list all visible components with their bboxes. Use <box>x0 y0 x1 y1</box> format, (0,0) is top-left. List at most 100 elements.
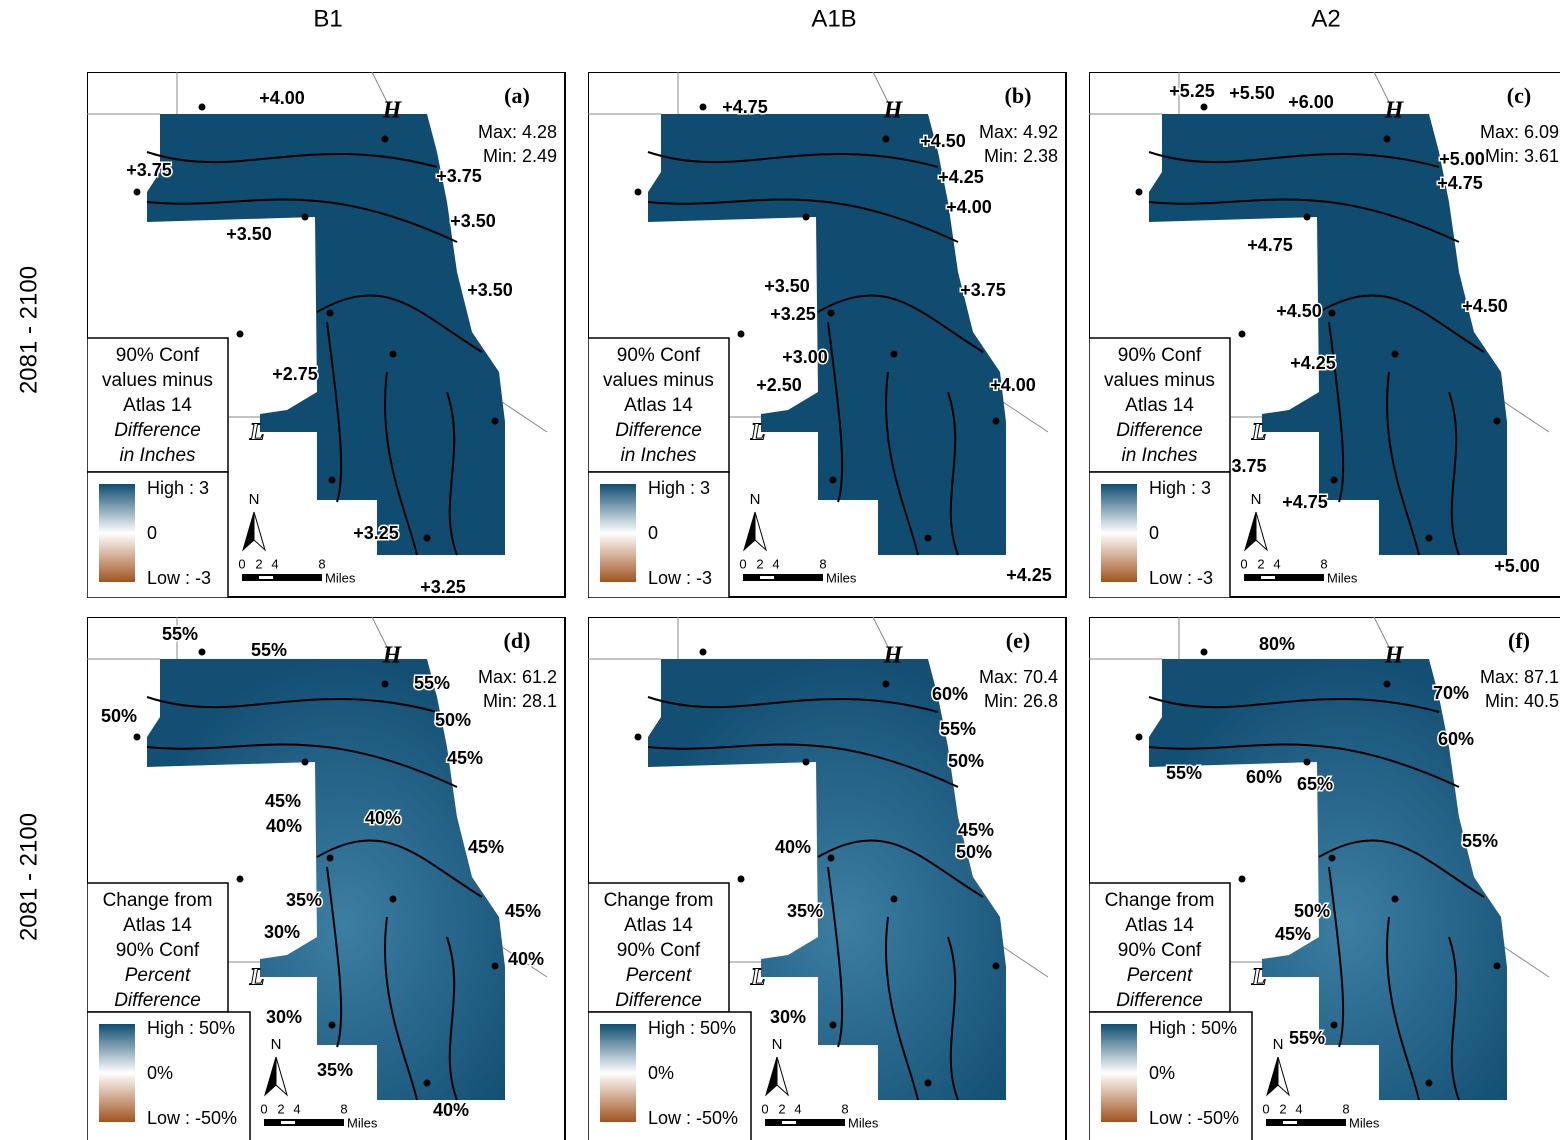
contour-label: 55% <box>162 624 198 644</box>
scale-bar-gap <box>760 576 774 579</box>
scale-tick: 8 <box>841 1101 848 1116</box>
ramp-label: 0% <box>1149 1063 1175 1083</box>
station <box>237 876 244 883</box>
ramp-label: High : 50% <box>1149 1018 1237 1038</box>
station <box>883 136 890 143</box>
north-label: N <box>750 491 761 508</box>
contour-label: 60% <box>1246 767 1282 787</box>
contour-label: 30% <box>264 922 300 942</box>
ramp-label: Low : -50% <box>648 1108 738 1128</box>
panel-id: (c) <box>1507 83 1531 108</box>
station <box>1494 418 1501 425</box>
station <box>237 331 244 338</box>
contour-label: 45% <box>958 820 994 840</box>
panel-wrap: (c)Max: 6.09Min: 3.61HL+5.25+5.50+6.00+5… <box>1089 72 1560 598</box>
contour-label: +4.25 <box>938 167 984 187</box>
station <box>1239 876 1246 883</box>
contour-label: 60% <box>932 684 968 704</box>
legend-title: Atlas 14 <box>624 395 693 416</box>
scale-tick: 0 <box>260 1101 267 1116</box>
contour-label: 40% <box>775 837 811 857</box>
north-label: N <box>271 1036 282 1053</box>
scale-tick: 4 <box>772 556 779 571</box>
contour-label: 50% <box>956 842 992 862</box>
contour-label: +3.75 <box>126 160 172 180</box>
column-header: A2 <box>1311 5 1340 32</box>
station <box>700 104 707 111</box>
contour-label: 50% <box>948 751 984 771</box>
legend-title: Atlas 14 <box>1125 915 1194 936</box>
station <box>424 1080 431 1087</box>
scale-bar <box>1244 574 1324 581</box>
contour-label: 45% <box>505 901 541 921</box>
legend-title: Change from <box>604 890 714 911</box>
station <box>1136 734 1143 741</box>
max-value: Max: 4.92 <box>979 122 1058 142</box>
contour-label: +4.75 <box>1282 492 1328 512</box>
legend-title: values minus <box>1104 370 1215 391</box>
panel-wrap: (b)Max: 4.92Min: 2.38HL+4.75+4.50+4.25+4… <box>588 72 1066 598</box>
min-value: Min: 2.49 <box>483 146 557 166</box>
contour-label: +4.00 <box>259 88 305 108</box>
north-label: N <box>772 1036 783 1053</box>
min-value: Min: 28.1 <box>483 691 557 711</box>
ramp-label: Low : -50% <box>147 1108 237 1128</box>
contour-label: 45% <box>265 791 301 811</box>
station <box>828 855 835 862</box>
scale-tick: 2 <box>277 1101 284 1116</box>
scale-tick: 0 <box>1262 1101 1269 1116</box>
scale-tick: 2 <box>255 556 262 571</box>
scale-tick: 2 <box>1257 556 1264 571</box>
low-marker: L <box>1251 420 1267 446</box>
station <box>329 477 336 484</box>
station <box>891 351 898 358</box>
station <box>1384 136 1391 143</box>
station <box>635 734 642 741</box>
scale-unit: Miles <box>1349 1115 1380 1130</box>
contour-label: 40% <box>365 808 401 828</box>
legend-title: in Inches <box>119 445 196 466</box>
row-label: 2081 - 2100 <box>15 266 42 394</box>
max-value: Max: 70.4 <box>979 667 1058 687</box>
contour-label: +4.75 <box>722 97 768 117</box>
min-value: Min: 2.38 <box>984 146 1058 166</box>
ramp-label: High : 50% <box>147 1018 235 1038</box>
legend-title: in Inches <box>1121 445 1198 466</box>
scale-tick: 8 <box>819 556 826 571</box>
scale-tick: 8 <box>1320 556 1327 571</box>
contour-label: +3.25 <box>353 523 399 543</box>
contour-label: 30% <box>770 1007 806 1027</box>
color-ramp <box>1101 1024 1137 1122</box>
ramp-label: 0 <box>1149 523 1159 543</box>
row-label: 2081 - 2100 <box>15 813 42 941</box>
ramp-label: 0 <box>648 523 658 543</box>
high-marker: H <box>382 98 403 124</box>
high-marker: H <box>883 643 904 669</box>
legend-title: 90% Conf <box>116 940 200 961</box>
map-panel: (d)Max: 61.2Min: 28.1HL55%55%55%50%50%45… <box>87 617 565 1140</box>
contour-label: +3.50 <box>467 280 513 300</box>
contour-label: 35% <box>787 901 823 921</box>
ramp-label: Low : -50% <box>1149 1108 1239 1128</box>
scale-tick: 2 <box>1279 1101 1286 1116</box>
scale-tick: 0 <box>761 1101 768 1116</box>
station <box>382 681 389 688</box>
ramp-label: 0 <box>147 523 157 543</box>
max-value: Max: 61.2 <box>478 667 557 687</box>
contour-label: 70% <box>1433 683 1469 703</box>
contour-label: +4.75 <box>1247 235 1293 255</box>
contour-label: 55% <box>414 673 450 693</box>
station <box>891 896 898 903</box>
legend-title: Difference <box>615 420 702 441</box>
scale-bar-gap <box>281 1121 295 1124</box>
scale-tick: 4 <box>794 1101 801 1116</box>
scale-tick: 4 <box>1295 1101 1302 1116</box>
contour-label: +5.50 <box>1229 83 1275 103</box>
color-ramp <box>600 1024 636 1122</box>
station <box>1331 1022 1338 1029</box>
station <box>390 351 397 358</box>
station <box>302 759 309 766</box>
scale-tick: 0 <box>238 556 245 571</box>
max-value: Max: 4.28 <box>478 122 557 142</box>
